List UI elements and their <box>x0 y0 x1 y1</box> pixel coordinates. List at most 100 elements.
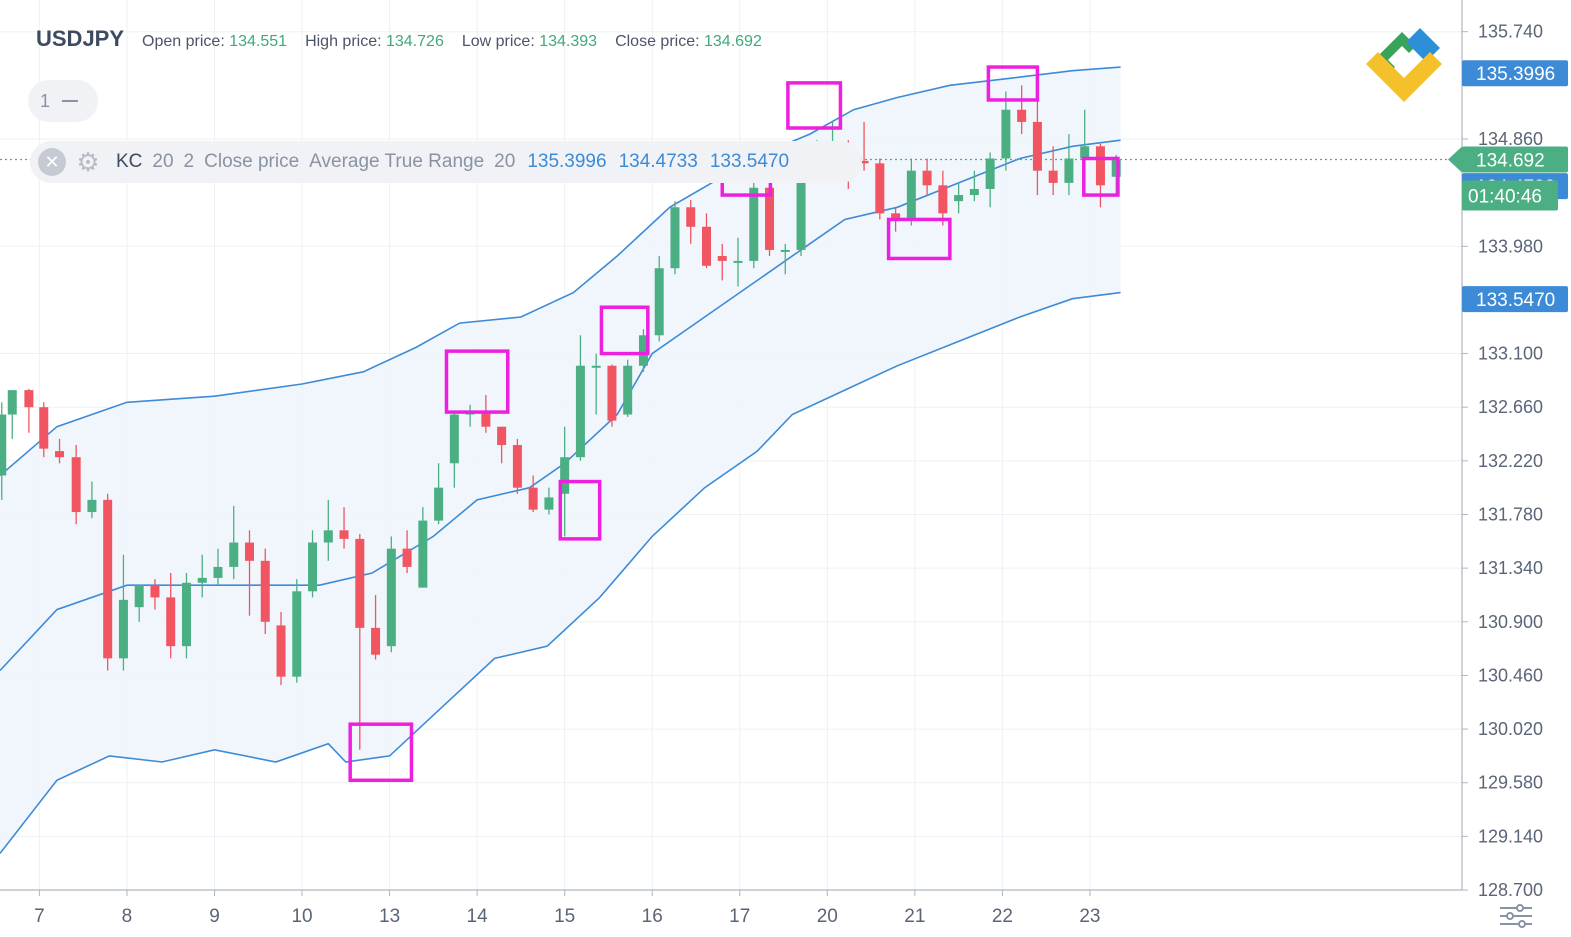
highlight-box <box>599 305 650 356</box>
countdown-text: 01:40:46 <box>1468 186 1542 207</box>
open-value: 134.551 <box>229 33 288 50</box>
candle-body <box>733 260 743 263</box>
candle-down <box>276 612 286 686</box>
candle-body <box>938 185 948 214</box>
time-tick-label: 16 <box>642 906 663 927</box>
candle-body <box>276 625 286 677</box>
time-axis-bg <box>0 890 1462 937</box>
candle-body <box>1032 121 1042 171</box>
gear-icon[interactable]: ⚙ <box>76 147 100 177</box>
candle-body <box>355 538 365 628</box>
candle-body <box>339 530 349 539</box>
candle-body <box>575 365 585 458</box>
candle-up <box>229 505 239 580</box>
sliders-icon[interactable] <box>1496 900 1536 928</box>
candle-body <box>150 585 160 598</box>
time-tick-label: 13 <box>379 906 400 927</box>
minimize-icon[interactable] <box>62 100 79 102</box>
candle-up <box>591 353 601 415</box>
candle-body <box>954 195 964 202</box>
indicator-param: Average True Range <box>309 151 485 172</box>
candle-body <box>229 542 239 567</box>
candle-body <box>371 627 381 655</box>
candle-up <box>954 182 964 214</box>
candle-body <box>118 599 128 659</box>
candle-body <box>749 187 759 261</box>
candle-body <box>985 158 995 189</box>
time-axis[interactable]: 7 8 9 10 13 14 15 16 17 20 21 22 23 <box>0 889 1462 937</box>
candle-down <box>481 395 491 433</box>
indicator-upper-value: 135.3996 <box>527 151 607 172</box>
open-label: Open price: <box>142 33 225 50</box>
countdown-bg <box>1462 180 1558 211</box>
price-tick-label: 134.860 <box>1478 129 1543 149</box>
candle-down <box>371 594 381 660</box>
candle-body <box>717 256 727 261</box>
candle-body <box>181 582 191 647</box>
candle-down <box>717 243 727 281</box>
candle-body <box>292 591 302 677</box>
candle-up <box>544 487 554 515</box>
candle-up <box>670 201 680 275</box>
symbol-name[interactable]: USDJPY <box>36 26 125 51</box>
candle-body <box>0 414 7 476</box>
candle-body <box>402 548 412 567</box>
low-label: Low price: <box>461 33 535 50</box>
keltner-middle-band <box>0 139 1121 672</box>
highlight-box <box>558 479 602 541</box>
candle-up <box>1064 134 1074 196</box>
candle-down <box>512 438 522 494</box>
price-label-arrow <box>1448 146 1462 173</box>
candle-body <box>166 597 176 647</box>
high-label: High price: <box>305 33 382 50</box>
candle-body <box>591 365 601 368</box>
close-icon[interactable]: ✕ <box>38 148 66 176</box>
price-label: 135.3996 <box>1462 60 1568 87</box>
candle-up <box>292 579 302 683</box>
time-tick-label: 20 <box>817 906 838 927</box>
candle-down <box>1017 85 1027 135</box>
candle-down <box>103 493 113 671</box>
time-tick-label: 22 <box>992 906 1013 927</box>
candle-body <box>765 187 775 250</box>
pane-collapse-pill[interactable]: 1 <box>28 80 98 122</box>
price-axis[interactable]: 135.740 134.860 133.980 133.100 132.660 132.2… <box>1461 0 1571 937</box>
candle-down <box>922 158 932 196</box>
candle-body <box>528 487 538 510</box>
highlight-box <box>348 722 414 783</box>
candle-up <box>118 554 128 671</box>
time-tick-label: 10 <box>291 906 312 927</box>
candle-down <box>39 402 49 458</box>
candle-body <box>134 585 144 608</box>
candle-body <box>1080 146 1090 159</box>
candle-up <box>434 463 444 525</box>
candle-down <box>497 426 507 464</box>
candle-down <box>245 530 255 616</box>
candle-down <box>686 199 696 244</box>
candle-down <box>607 364 617 427</box>
keltner-upper-band <box>0 66 1121 477</box>
interval-count: 1 <box>40 90 51 111</box>
candle-body <box>780 249 790 252</box>
candle-body <box>213 566 223 578</box>
candle-body <box>875 163 885 214</box>
price-tick-label: 130.020 <box>1478 719 1543 739</box>
candle-body <box>7 390 17 415</box>
countdown-label: 01:40:46 <box>1462 180 1558 211</box>
price-tick-label: 129.140 <box>1478 826 1543 846</box>
litefinance-logo-icon <box>1366 28 1442 102</box>
price-label-text: 135.3996 <box>1476 64 1555 85</box>
indicator-param: 2 <box>183 151 195 172</box>
candle-body <box>386 548 396 647</box>
candle-body <box>623 365 633 415</box>
candle-up <box>654 256 664 342</box>
price-label-bg <box>1462 146 1568 173</box>
candle-body <box>922 170 932 186</box>
close-value: 134.692 <box>704 33 762 50</box>
time-tick-label: 17 <box>729 906 750 927</box>
indicator-lower-value: 133.5470 <box>709 151 790 172</box>
candle-body <box>969 188 979 196</box>
price-label-text: 133.5470 <box>1476 290 1555 311</box>
